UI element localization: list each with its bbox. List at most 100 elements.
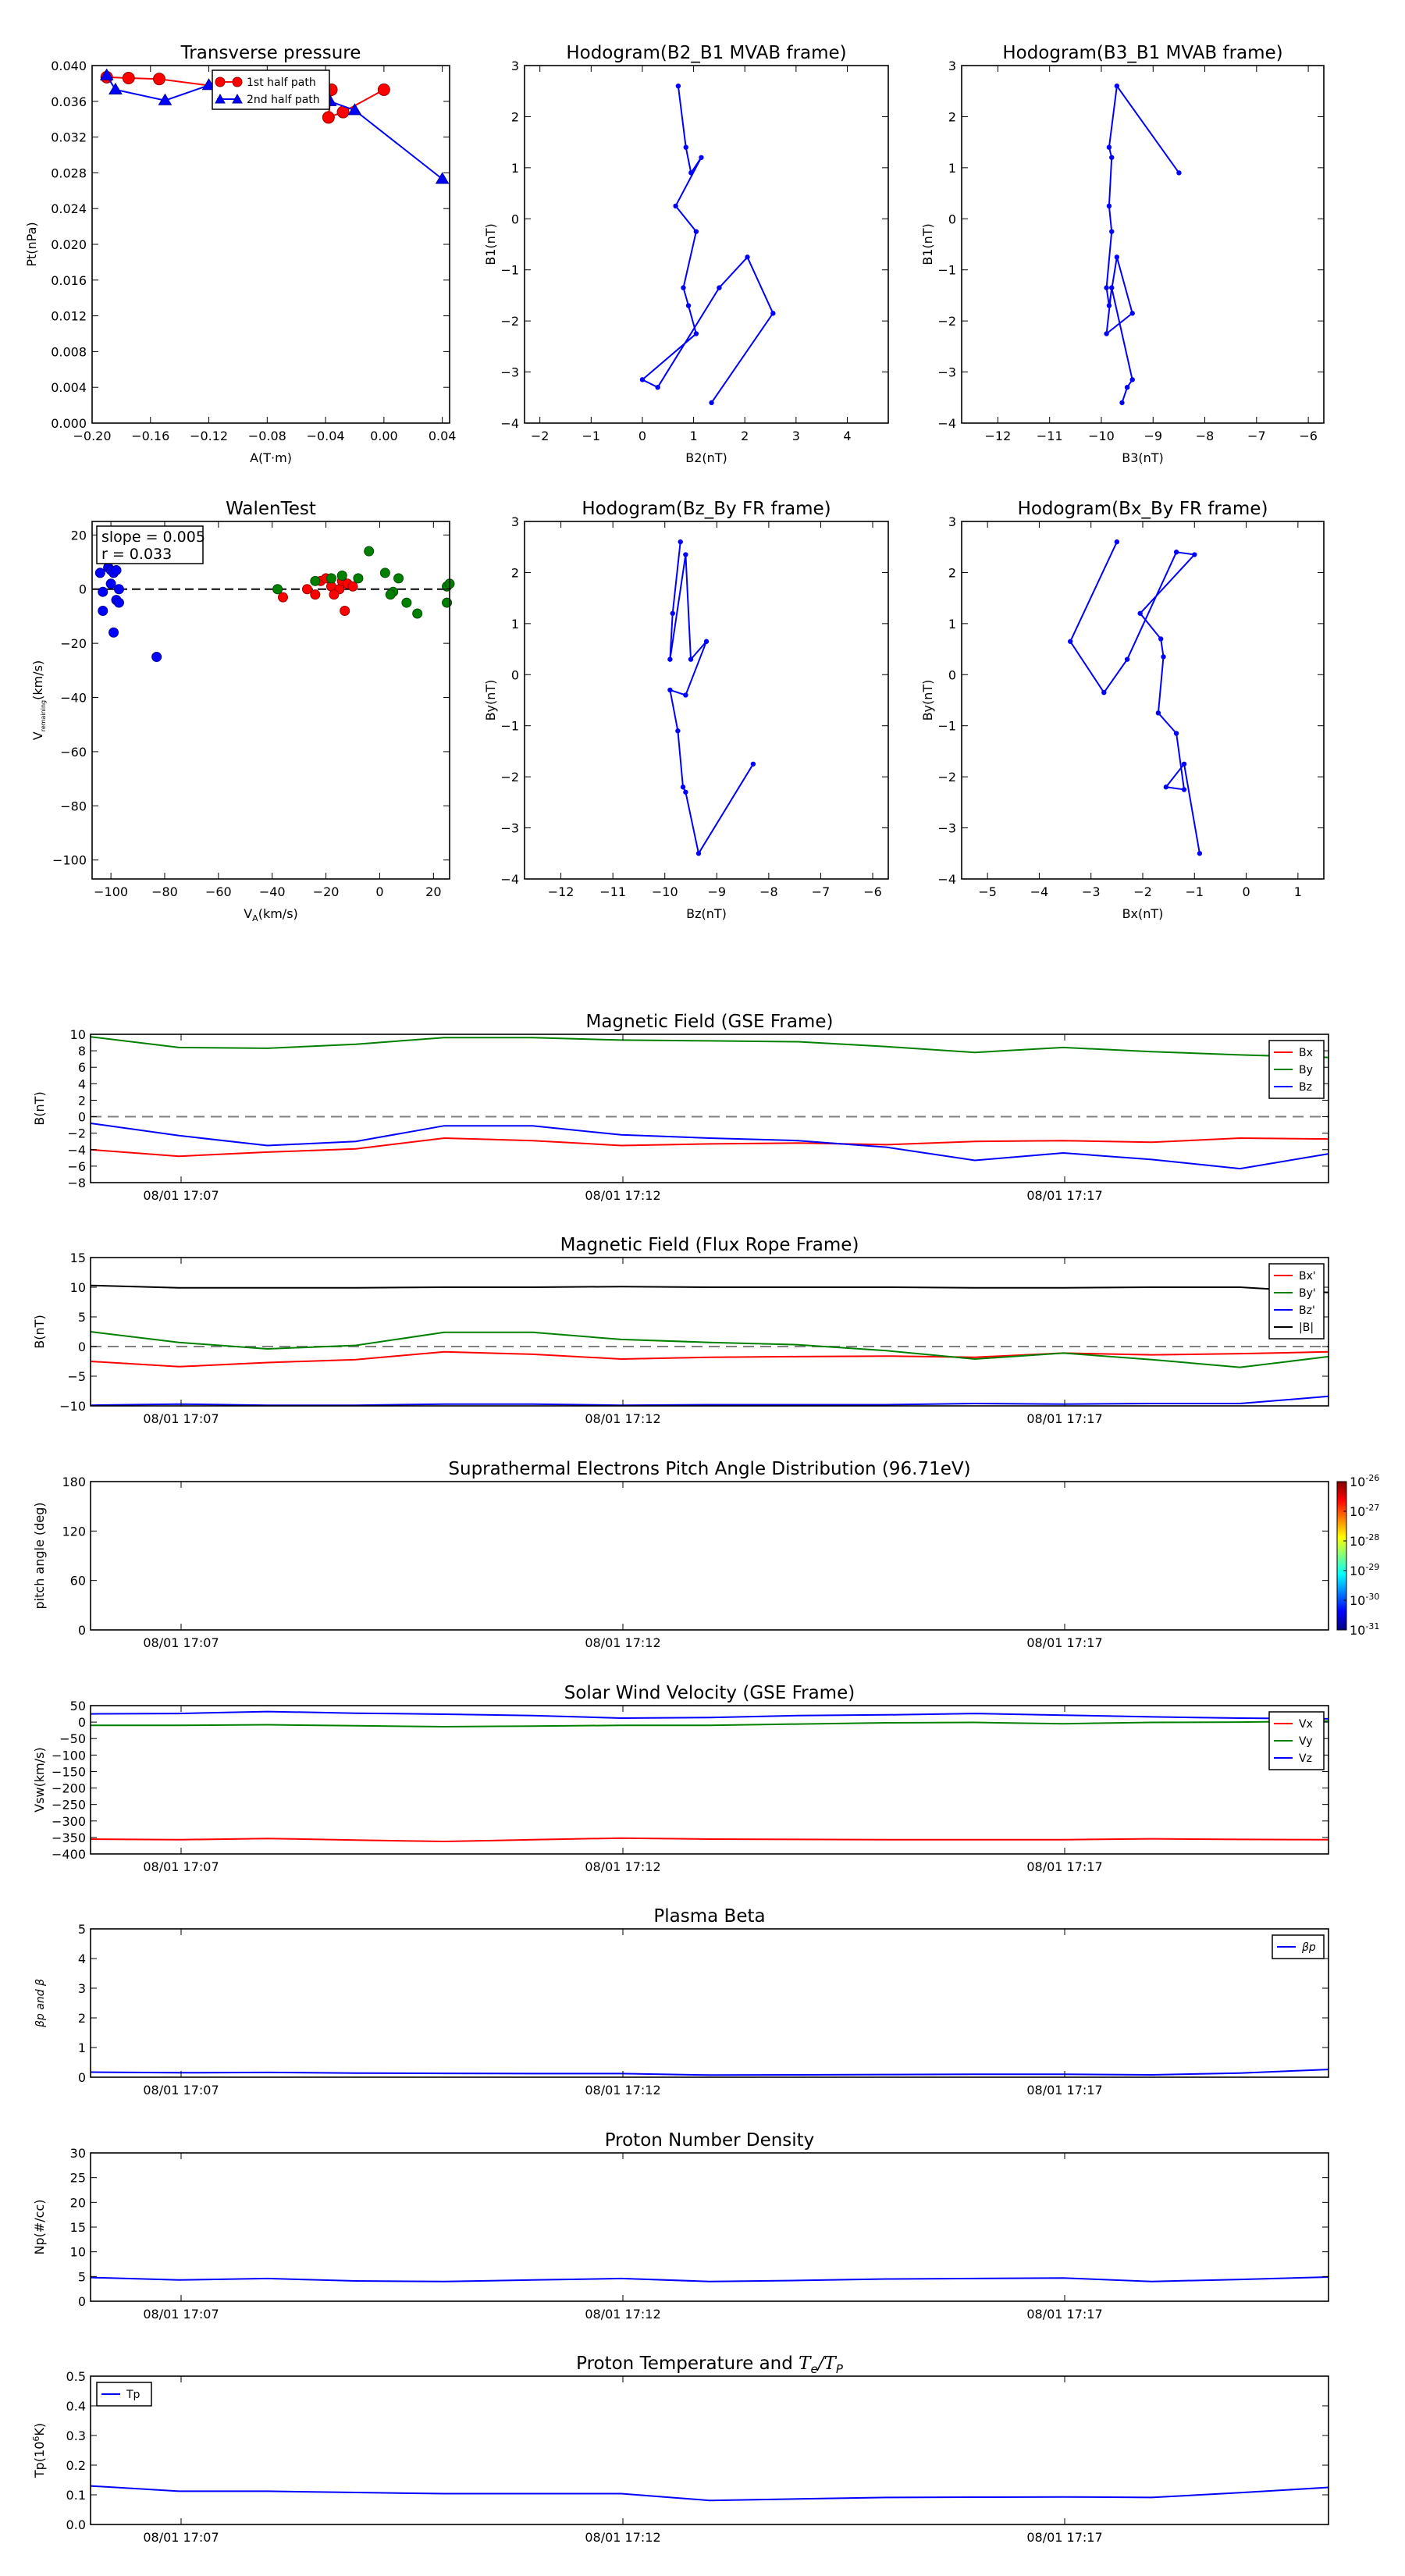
y-tick-label: −2 (500, 314, 519, 329)
data-point (393, 573, 404, 584)
data-point (703, 639, 710, 644)
y-tick-label: 0.3 (66, 2428, 86, 2443)
x-tick-label: 1 (1294, 884, 1302, 899)
chart-h21: Hodogram(B2_B1 MVAB frame) −2 −1 0 1 2 3 4 −4 −3 −… (483, 43, 889, 465)
y-tick-label: 0 (78, 1340, 86, 1354)
y-tick-label: −1 (500, 263, 519, 278)
data-point (683, 692, 688, 698)
data-point (1176, 170, 1182, 176)
x-tick-label: −80 (151, 884, 178, 899)
data-point (1109, 285, 1115, 290)
legend-label: Vx (1299, 1718, 1313, 1731)
series-line-By' (90, 1331, 1329, 1368)
x-tick-label: −60 (205, 884, 232, 899)
panel-title: Solar Wind Velocity (GSE Frame) (564, 1683, 855, 1703)
chart-hzy: Hodogram(Bz_By FR frame)−12 −11 −10 −9 −8 −7−… (483, 499, 889, 921)
y-tick-label: 20 (70, 2195, 86, 2210)
data-point (750, 761, 756, 767)
y-tick-label: 3 (948, 514, 956, 529)
series-1 (99, 68, 450, 184)
series-line-Bz' (90, 1395, 1329, 1407)
y-tick-label: 0 (511, 212, 519, 226)
data-point (1106, 303, 1112, 308)
x-tick-label: −4 (1030, 884, 1049, 899)
y-tick-label: −60 (60, 745, 87, 760)
data-point (688, 170, 694, 176)
chart-walen: WalenTest −100 −80 −60 −40 −20 0 20 −100 −80 −60 −4… (30, 499, 455, 923)
legend-swatch-marker (215, 76, 226, 87)
annotation-line: slope = 0.005 (101, 528, 205, 546)
plot-frame (961, 65, 1325, 424)
colorbar-tick-label: 10-31 (1350, 1621, 1379, 1638)
data-point (151, 651, 162, 662)
annotation-line: r = 0.033 (101, 546, 172, 563)
series-line-Bx' (90, 1350, 1329, 1368)
y-tick-label: −1 (937, 719, 956, 734)
y-axis-label: Np(#/cc) (32, 2200, 47, 2255)
data-point (670, 610, 675, 616)
x-tick-label: −12 (985, 429, 1012, 443)
x-tick-label: −8 (759, 884, 778, 899)
data-point (680, 785, 686, 790)
data-point (1109, 229, 1115, 234)
y-tick-label: 120 (62, 1524, 86, 1539)
legend-label: Vz (1299, 1752, 1312, 1765)
series-0 (667, 539, 756, 856)
x-tick-label: −10 (652, 884, 678, 899)
x-tick-label: 3 (792, 429, 800, 443)
panel-tp_t: Proton Temperature and Te/TP 0.0 0.1 0.2 0.3… (31, 2354, 1329, 2545)
panel-legend: βp (1272, 1934, 1325, 1959)
plot-frame (91, 521, 450, 880)
y-tick-label: 1 (948, 617, 956, 632)
data-point (347, 103, 362, 116)
data-point (770, 311, 776, 316)
colorbar-tick-label: 10-29 (1350, 1562, 1379, 1578)
data-point (98, 606, 108, 616)
series-line-Vx (90, 1837, 1329, 1843)
y-tick-label: −100 (52, 853, 87, 868)
data-point (1158, 636, 1164, 642)
y-axis-label: B1(nT) (483, 223, 498, 265)
data-point (113, 597, 124, 608)
plot-frame (90, 1034, 1329, 1183)
x-tick-label: −0.04 (307, 429, 345, 443)
data-point (322, 111, 335, 124)
series-line (1105, 84, 1180, 404)
x-tick-label: 0 (1242, 884, 1250, 899)
y-tick-label: −4 (937, 416, 956, 431)
x-tick-label: 0 (375, 884, 383, 899)
colorbar-tick-label: 10-26 (1350, 1473, 1379, 1489)
y-tick-label: 1 (511, 617, 519, 632)
y-tick-label: 60 (70, 1574, 86, 1589)
legend-label: Vy (1299, 1735, 1313, 1748)
chart-h31: Hodogram(B3_B1 MVAB frame)−12 −11 −10 −9 −8−… (920, 43, 1325, 465)
y-tick-label: 0.000 (51, 416, 87, 431)
panel-title: Proton Temperature and Te/TP (576, 2354, 844, 2376)
data-point (693, 229, 699, 234)
annotation-box (96, 525, 204, 564)
panel-legend: Bx' By' Bz' |B| (1268, 1263, 1325, 1340)
y-tick-label: −300 (52, 1814, 86, 1829)
x-tick-label: −0.20 (73, 429, 111, 443)
data-point (347, 581, 358, 592)
data-point (681, 285, 686, 290)
panel-pad: Suprathermal Electrons Pitch Angle Distr… (32, 1459, 1379, 1650)
x-tick-label: 4 (843, 429, 851, 443)
y-tick-label: 0 (78, 1623, 86, 1638)
y-tick-label: 0.016 (51, 273, 87, 288)
y-tick-label: 0 (511, 667, 519, 682)
data-point (99, 68, 114, 80)
x-axis-label: B3(nT) (1122, 450, 1164, 465)
data-point (1101, 689, 1107, 696)
y-tick-label: 4 (78, 1076, 86, 1091)
y-tick-label: 0.028 (51, 165, 87, 180)
series-line-βp (90, 2069, 1329, 2076)
y-tick-label: 3 (78, 1981, 86, 1996)
data-point (709, 400, 714, 406)
x-tick-label: −11 (1037, 429, 1063, 443)
y-tick-label: 0.1 (66, 2488, 86, 2503)
data-point (655, 385, 660, 390)
panel-mf_gse: Magnetic Field (GSE Frame) −8 −6−4 −20 2 468 1… (32, 1012, 1329, 1203)
y-axis-label: βp and β (34, 1979, 47, 2028)
panel-mf_fr: Magnetic Field (Flux Rope Frame) −10 −5 0 5 1… (32, 1235, 1329, 1426)
